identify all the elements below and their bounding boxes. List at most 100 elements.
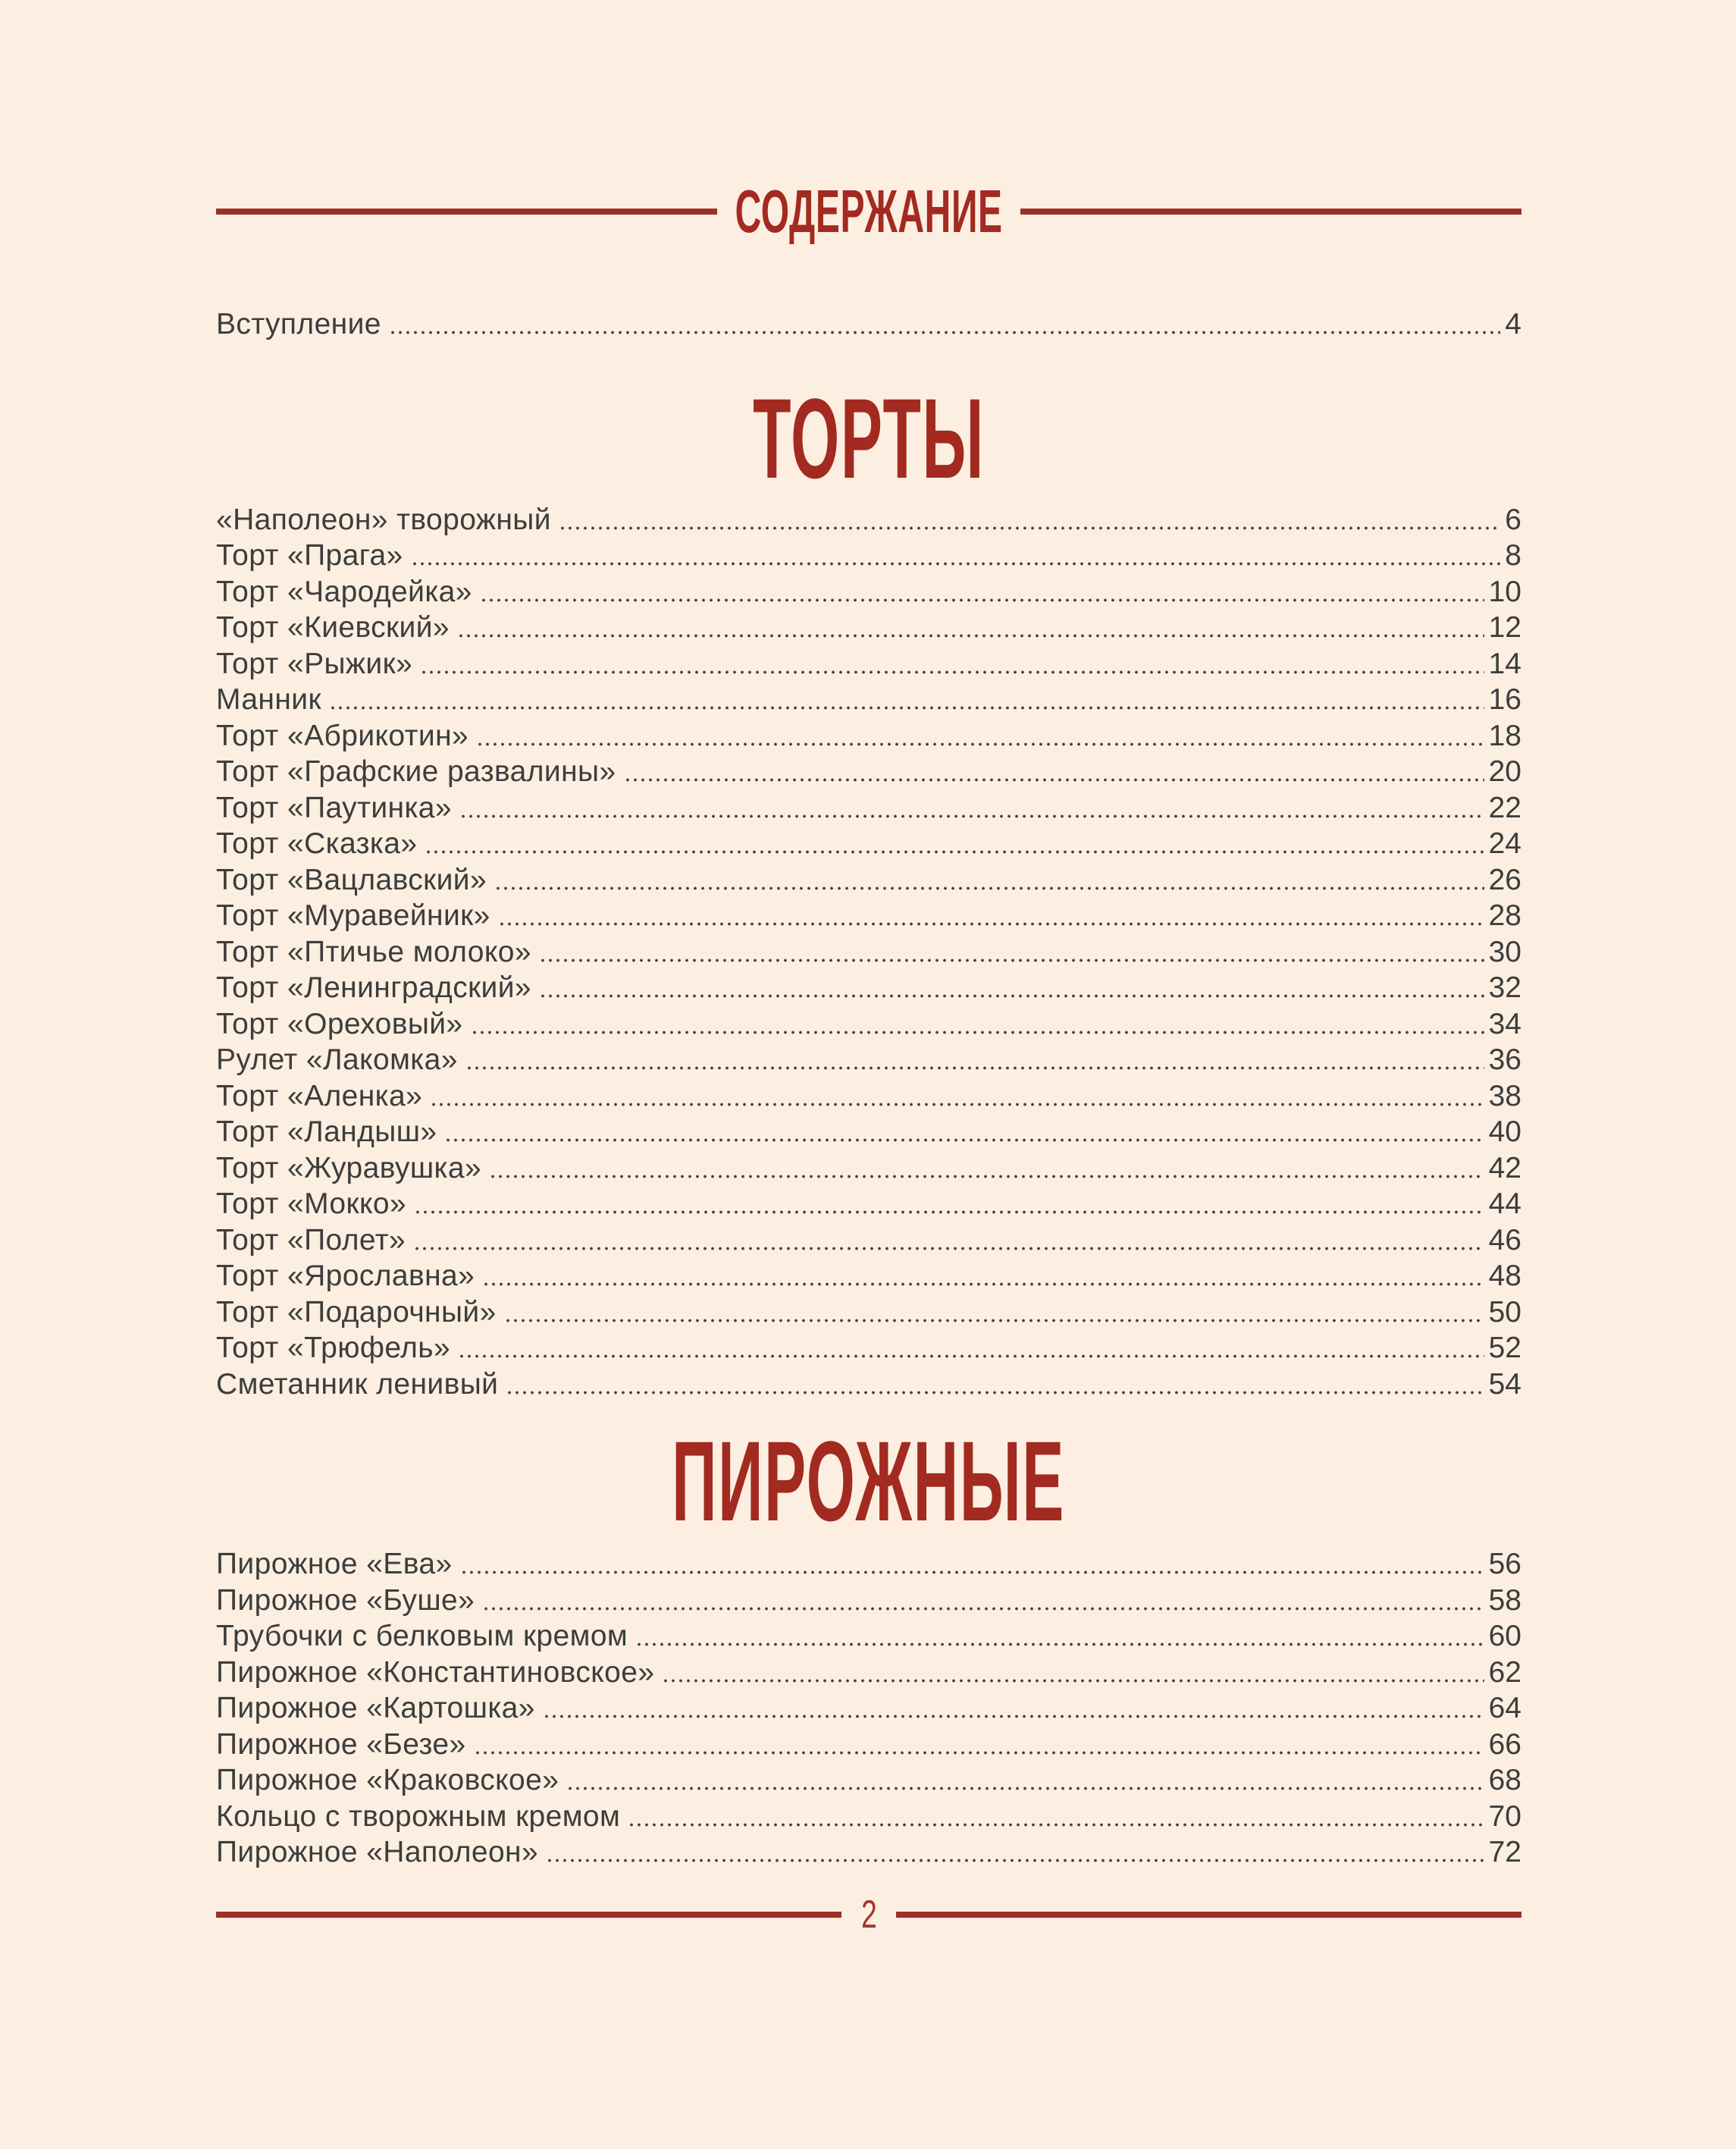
dot-leader [539,994,1484,998]
toc-entry: Торт «Рыжик» 14 [216,644,1521,680]
dot-leader [546,1859,1484,1862]
dot-leader [410,562,1501,566]
toc-entry-page: 48 [1488,1260,1521,1293]
dot-leader [662,1678,1484,1683]
toc-entry: Торт «Абрикотин» 18 [216,716,1521,752]
toc-entry-page: 20 [1488,755,1521,789]
toc-entry-label: Пирожное «Наполеон» [216,1836,539,1869]
dot-leader [420,670,1484,674]
toc-entry-page: 62 [1488,1655,1521,1689]
toc-entry: Торт «Муравейник» 28 [216,896,1521,933]
dot-leader [506,1390,1484,1394]
toc-entry: Торт «Чародейка» 10 [216,572,1521,608]
toc-entry-label: Торт «Аленка» [216,1079,423,1112]
section-pastries-list: Пирожное «Ева» 56 Пирожное «Буше» 58 Трубочк… [216,1545,1521,1869]
toc-entry-label: Торт «Птичье молоко» [216,935,531,968]
toc-entry-label: Сметанник ленивый [216,1367,499,1401]
toc-entry-page: 24 [1488,827,1521,861]
toc-entry: Торт «Паутинка» 22 [216,788,1521,824]
toc-entry-page: 4 [1505,308,1521,341]
toc-entry-label: «Наполеон» творожный [216,503,551,536]
toc-entry-label: Пирожное «Краковское» [216,1764,559,1797]
toc-entry-label: Торт «Подарочный» [216,1295,497,1329]
toc-entry-label: Рулет «Лакомка» [216,1043,458,1077]
toc-entry-page: 42 [1488,1151,1521,1184]
toc-entry-label: Торт «Ленинградский» [216,971,532,1005]
toc-entry-page: 68 [1488,1764,1521,1797]
toc-entry-page: 52 [1488,1332,1521,1365]
toc-entry-page: 22 [1488,791,1521,824]
toc-entry-page: 40 [1488,1115,1521,1149]
dot-leader [497,922,1484,926]
toc-entry: Пирожное «Наполеон» 72 [216,1833,1521,1869]
toc-entry-label: Торт «Вацлавский» [216,863,487,896]
dot-leader [623,778,1484,782]
section-cakes-title: ТОРТЫ [753,375,985,502]
toc-entry-label: Торт «Трюфель» [216,1332,451,1365]
toc-entry-page: 32 [1488,971,1521,1005]
dot-leader [482,1606,1484,1611]
footer-rule-right [896,1912,1522,1918]
toc-entry-page: 36 [1488,1043,1521,1077]
toc-entry: Пирожное «Буше» 58 [216,1580,1521,1617]
section-pastries-title: ПИРОЖНЫЕ [672,1416,1066,1545]
toc-entry: Торт «Графские развалины» 20 [216,752,1521,789]
page-title: СОДЕРЖАНИЕ [735,177,1003,245]
toc-entry-page: 16 [1488,683,1521,717]
dot-leader [470,1030,1484,1034]
toc-entry: Торт «Прага» 8 [216,536,1521,573]
toc-entry: Торт «Ландыш» 40 [216,1112,1521,1149]
toc-entry: Пирожное «Константиновское» 62 [216,1652,1521,1689]
toc-entry-page: 12 [1488,611,1521,645]
dot-leader [425,850,1484,854]
toc-entry: Торт «Полет» 46 [216,1220,1521,1256]
dot-leader [465,1066,1484,1070]
dot-leader [494,886,1484,890]
toc-entry-page: 60 [1488,1620,1521,1653]
toc-entry-page: 38 [1488,1079,1521,1112]
toc-entry-label: Торт «Сказка» [216,827,418,861]
dot-leader [503,1318,1484,1322]
toc-entry: Торт «Журавушка» 42 [216,1148,1521,1184]
toc-entry: Торт «Сказка» 24 [216,824,1521,861]
toc-entry-label: Пирожное «Константиновское» [216,1655,655,1689]
dot-leader [628,1822,1484,1827]
dot-leader [489,1174,1484,1178]
toc-entry: Торт «Птичье молоко» 30 [216,932,1521,968]
toc-entry: Сметанник ленивый 54 [216,1364,1521,1401]
dot-leader [459,1570,1484,1574]
toc-content: СОДЕРЖАНИЕ Вступление 4 ТОРТЫ «Наполеон»… [216,177,1521,1868]
toc-entry-label: Торт «Ореховый» [216,1007,463,1040]
toc-entry: Торт «Ленинградский» 32 [216,968,1521,1005]
toc-entry: Торт «Киевский» 12 [216,608,1521,645]
toc-entry-page: 26 [1488,863,1521,896]
toc-entry-label: Пирожное «Безе» [216,1727,466,1761]
dot-leader [542,1714,1484,1718]
toc-entry-page: 72 [1488,1836,1521,1869]
toc-entry-label: Торт «Абрикотин» [216,719,469,752]
toc-entry-page: 14 [1488,647,1521,680]
toc-entry-page: 66 [1488,1727,1521,1761]
toc-entry-page: 6 [1505,503,1521,536]
dot-leader [479,598,1484,602]
toc-entry: Рулет «Лакомка» 36 [216,1040,1521,1077]
toc-entry-intro: Вступление 4 [216,304,1521,340]
toc-entry: Пирожное «Краковское» 68 [216,1761,1521,1797]
toc-entry-page: 34 [1488,1007,1521,1040]
toc-entry: Торт «Трюфель» 52 [216,1329,1521,1365]
dot-leader [413,1246,1484,1250]
dot-leader [456,634,1484,638]
dot-leader [482,1282,1484,1286]
dot-leader [388,331,1501,334]
toc-entry-page: 28 [1488,899,1521,933]
toc-entry-label: Торт «Муравейник» [216,899,490,933]
toc-entry-label: Вступление [216,308,381,341]
page-footer: 2 [216,1891,1522,1938]
toc-entry: Торт «Ярославна» 48 [216,1256,1521,1293]
dot-leader [476,742,1484,746]
dot-leader [328,706,1484,710]
toc-entry: Торт «Аленка» 38 [216,1076,1521,1112]
toc-entry-label: Торт «Графские развалины» [216,755,616,789]
toc-header: СОДЕРЖАНИЕ [216,177,1521,246]
